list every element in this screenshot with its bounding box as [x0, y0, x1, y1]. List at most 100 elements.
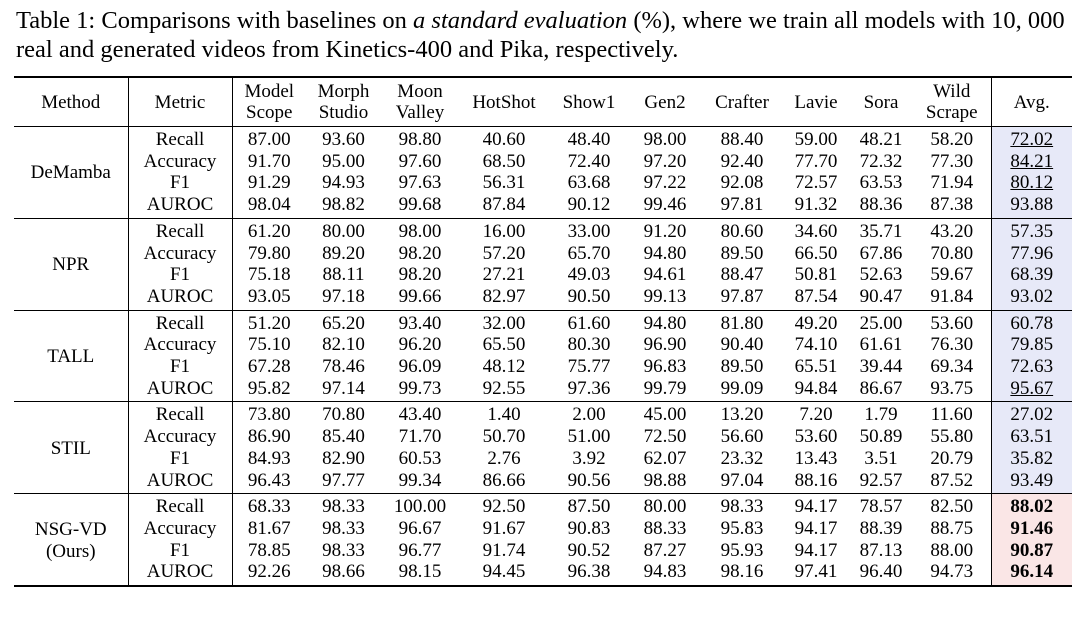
metric-cell: AUROC: [128, 377, 233, 402]
value-cell: 81.67: [247, 517, 291, 539]
cell-line: Wild: [933, 81, 971, 102]
data-row: F1 84.93 82.90 60.53 2.76 3.92 62.07 23.32 13.43…: [14, 447, 1072, 470]
value-cell: 98.33: [322, 517, 365, 539]
avg-value: 91.46: [1010, 517, 1054, 539]
value-cell: 70.80: [306, 401, 381, 427]
value-cell: 87.54: [794, 285, 838, 307]
value-cell: 87.27: [643, 539, 687, 561]
value-cell: 68.50: [482, 150, 526, 172]
value-cell: 94.84: [794, 377, 838, 399]
value-cell: 91.67: [482, 517, 526, 539]
header-cell: Metric: [128, 76, 233, 127]
value-cell: 98.04: [247, 194, 291, 216]
value-cell: 50.89: [859, 426, 903, 448]
value-cell: 53.60: [794, 426, 838, 448]
avg-value: 60.78: [1010, 312, 1054, 334]
value-cell: 98.20: [398, 264, 442, 286]
value-cell: 87.00: [232, 125, 306, 151]
cell-line: NSG-VD: [34, 518, 107, 540]
value-cell: 93.75: [930, 377, 974, 399]
metric-cell: AUROC: [128, 285, 233, 311]
value-cell: 77.30: [930, 150, 974, 172]
avg-value: 80.12: [1010, 172, 1054, 194]
value-cell: 91.74: [482, 539, 526, 561]
value-cell: 1.79: [849, 401, 913, 427]
avg-value: 93.02: [1010, 285, 1054, 307]
value-cell: 50.81: [794, 264, 838, 286]
cell-line: TALL: [47, 346, 95, 368]
avg-value: 68.39: [1010, 264, 1054, 286]
value-cell: 39.44: [859, 356, 903, 378]
value-cell: 98.16: [701, 561, 783, 588]
value-cell: 40.60: [459, 125, 549, 151]
avg-cell: 88.02: [990, 493, 1072, 518]
avg-value: 96.14: [1010, 561, 1054, 583]
value-cell: 90.56: [567, 469, 611, 491]
value-cell: 48.21: [849, 125, 913, 151]
header-cell: Sora: [849, 76, 913, 127]
value-cell: 94.17: [794, 517, 838, 539]
avg-value: 72.02: [1010, 129, 1054, 150]
value-cell: 94.83: [629, 561, 701, 588]
header-cell: Moon Valley: [381, 76, 459, 127]
table-caption: Table 1: Comparisons with baselines on a…: [16, 6, 1072, 64]
avg-value: 88.02: [1010, 496, 1054, 518]
value-cell: 97.04: [720, 469, 764, 491]
value-cell: 34.60: [783, 217, 849, 243]
value-cell: 90.12: [567, 194, 611, 216]
metric-cell: F1: [128, 264, 233, 286]
value-cell: 97.41: [783, 561, 849, 588]
value-cell: 94.80: [643, 242, 687, 264]
avg-value: 84.21: [1010, 150, 1054, 172]
value-cell: 92.55: [482, 377, 526, 399]
metric-cell: F1: [128, 172, 233, 195]
caption-label: Table 1:: [16, 7, 96, 34]
value-cell: 95.93: [720, 539, 764, 561]
value-cell: 88.47: [720, 264, 764, 286]
value-cell: 1.40: [459, 401, 549, 427]
avg-value: 79.85: [1010, 334, 1054, 356]
method-cell: STIL: [14, 401, 129, 494]
value-cell: 87.84: [482, 194, 526, 216]
value-cell: 3.92: [572, 447, 606, 469]
avg-value: 93.49: [1010, 469, 1054, 491]
value-cell: 65.51: [794, 356, 838, 378]
value-cell: 96.40: [849, 561, 913, 588]
data-row: Accuracy 75.10 82.10 96.20 65.50 80.30 96.90 90…: [14, 334, 1072, 357]
avg-cell: 90.87: [990, 539, 1072, 562]
value-cell: 97.77: [322, 469, 365, 491]
metric-cell: Accuracy: [128, 334, 233, 357]
value-cell: 90.47: [859, 285, 903, 307]
value-cell: 90.40: [720, 334, 764, 356]
value-cell: 90.52: [567, 539, 611, 561]
value-cell: 74.10: [794, 334, 838, 356]
value-cell: 97.81: [720, 194, 764, 216]
value-cell: 65.70: [567, 242, 611, 264]
method-cell: NPR: [14, 217, 129, 311]
caption-text: Comparisons with baselines on: [101, 7, 407, 34]
value-cell: 48.40: [549, 125, 629, 151]
value-cell: 87.38: [930, 194, 974, 216]
avg-cell: 72.02: [990, 125, 1072, 151]
caption-text: (%), where we train all models with 10, …: [16, 7, 1065, 63]
avg-cell: 96.14: [990, 561, 1072, 588]
value-cell: 94.80: [629, 309, 701, 335]
value-cell: 96.67: [398, 517, 442, 539]
data-row: F1 75.18 88.11 98.20 27.21 49.03 94.61 88.47 50.…: [14, 264, 1072, 286]
value-cell: 90.83: [567, 517, 611, 539]
value-cell: 49.03: [567, 264, 611, 286]
avg-value: 57.35: [1010, 220, 1054, 242]
value-cell: 53.60: [913, 309, 991, 335]
value-cell: 79.80: [247, 242, 291, 264]
value-cell: 72.57: [794, 172, 838, 194]
value-cell: 92.40: [720, 150, 764, 172]
value-cell: 62.07: [643, 447, 687, 469]
value-cell: 82.90: [322, 447, 365, 469]
value-cell: 80.00: [629, 493, 701, 518]
value-cell: 88.36: [859, 194, 903, 216]
value-cell: 99.66: [398, 285, 442, 307]
value-cell: 88.11: [322, 264, 365, 286]
value-cell: 68.33: [232, 493, 306, 518]
value-cell: 98.00: [381, 217, 459, 243]
value-cell: 76.30: [930, 334, 974, 356]
